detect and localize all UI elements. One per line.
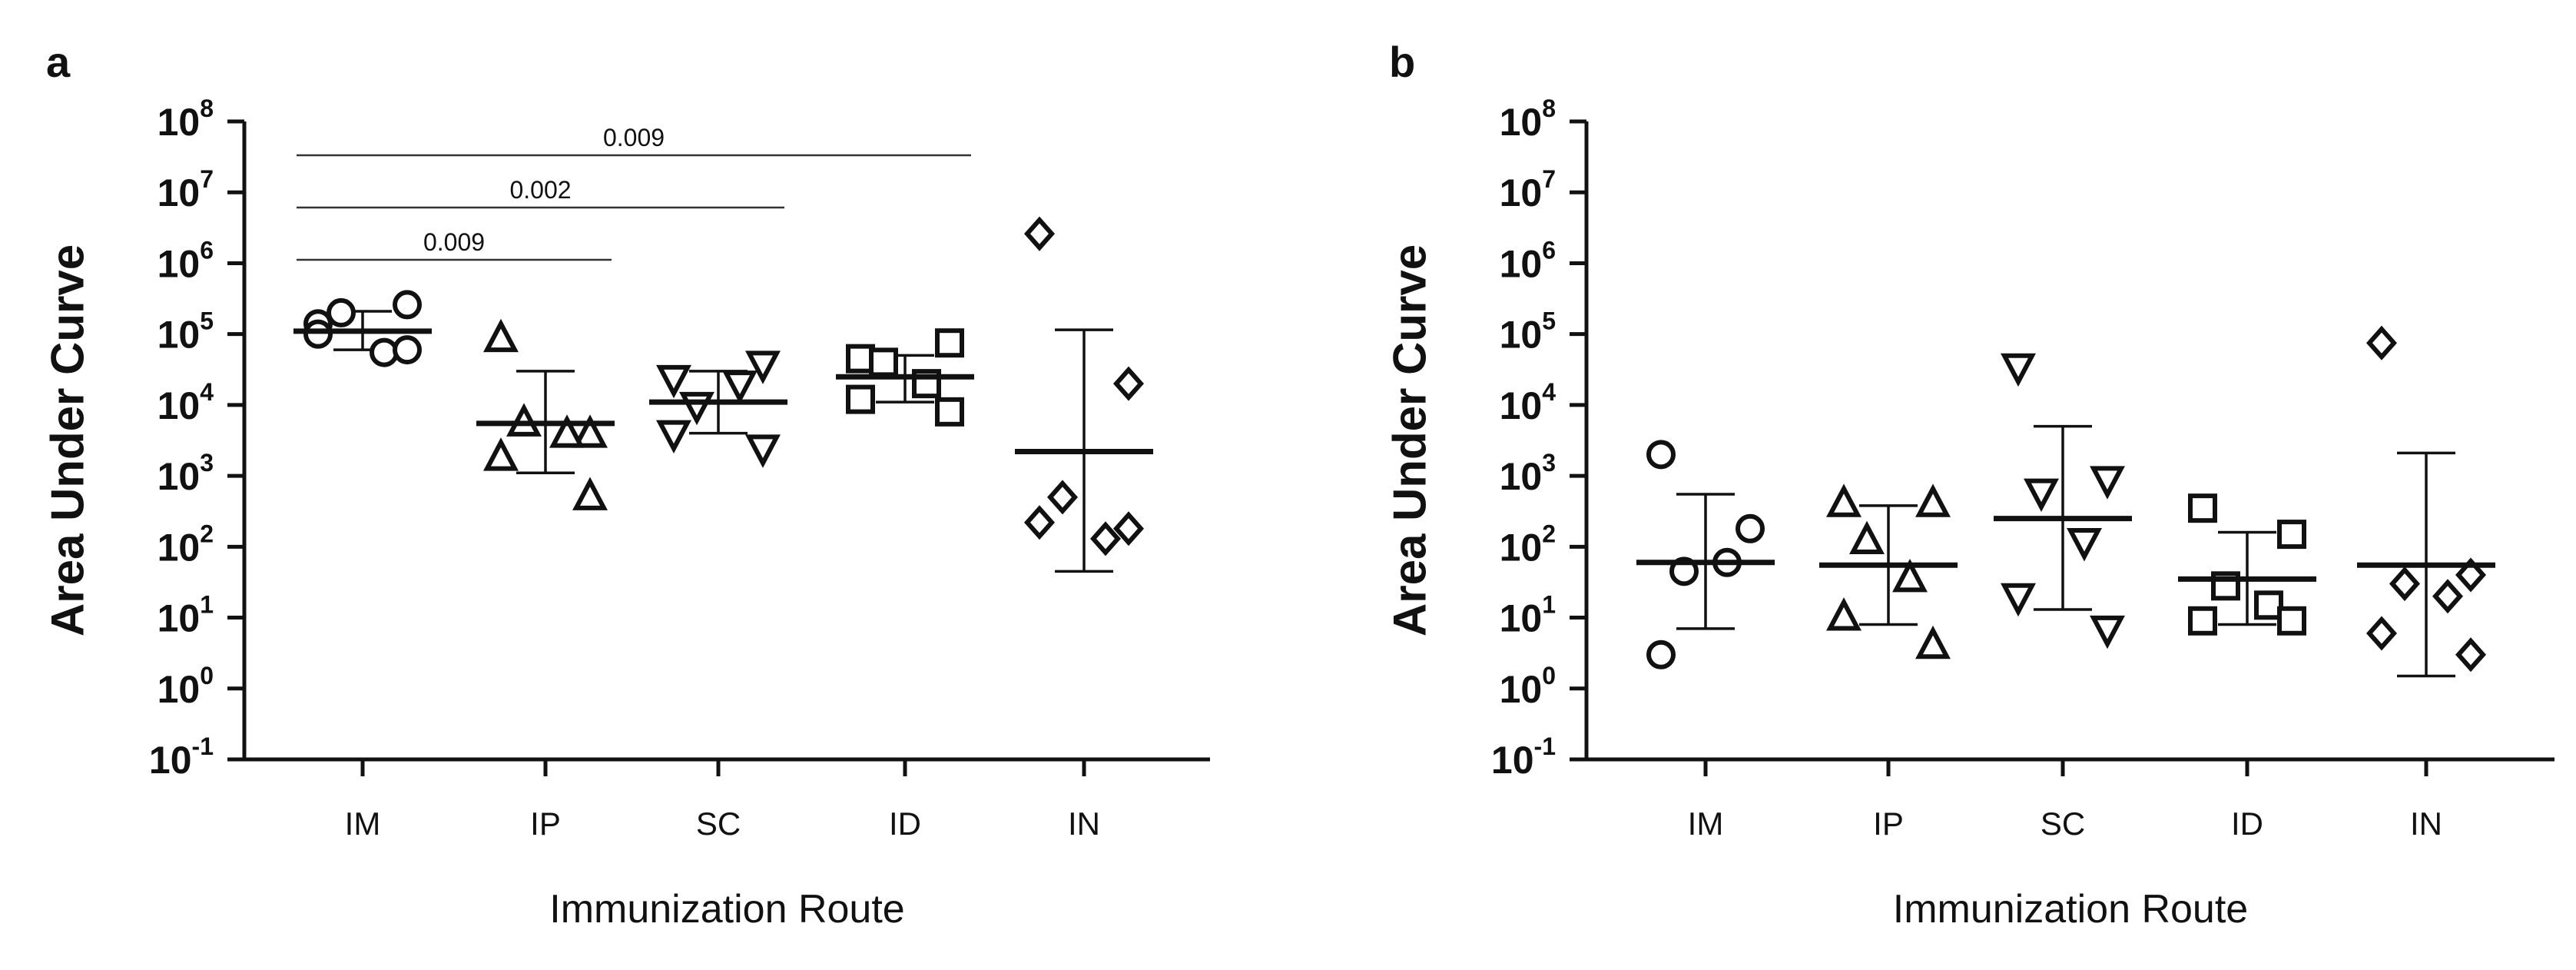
data-point-im bbox=[1646, 440, 1676, 470]
data-point-sc bbox=[2001, 353, 2036, 387]
x-tick-label-in: IN bbox=[2410, 806, 2442, 842]
data-point-im bbox=[393, 335, 422, 365]
x-axis-label: Immunization Route bbox=[1893, 887, 2248, 932]
data-point-ip bbox=[483, 318, 519, 353]
y-axis-label: Area Under Curve bbox=[42, 244, 94, 636]
data-point-ip bbox=[549, 414, 585, 448]
data-point-im bbox=[370, 337, 399, 367]
data-point-sc bbox=[2001, 583, 2036, 617]
p-value-label: 0.009 bbox=[423, 228, 485, 256]
data-point-id bbox=[935, 397, 964, 427]
y-tick-label: 105 bbox=[1500, 307, 1556, 357]
x-tick-label-id: ID bbox=[2231, 806, 2263, 842]
y-tick-label: 108 bbox=[1500, 95, 1556, 144]
x-tick-label-ip: IP bbox=[1873, 806, 1904, 842]
y-tick-label: 10-1 bbox=[149, 732, 214, 782]
y-tick-label: 103 bbox=[1500, 449, 1556, 498]
x-tick-label-in: IN bbox=[1068, 806, 1100, 842]
data-point-id bbox=[869, 347, 898, 377]
data-point-in bbox=[2455, 557, 2487, 593]
data-point-im bbox=[393, 290, 422, 320]
data-point-ip bbox=[1915, 625, 1951, 659]
data-point-in bbox=[2365, 616, 2398, 651]
data-point-id bbox=[2277, 606, 2306, 636]
y-axis-label: Area Under Curve bbox=[1384, 244, 1436, 636]
panel-b: b Area Under Curve Immunization Route 108 10… bbox=[1384, 38, 2554, 932]
data-point-sc bbox=[2024, 478, 2059, 512]
data-point-in bbox=[1089, 521, 1122, 556]
y-tick-label: 106 bbox=[157, 236, 214, 285]
y-tick-label: 101 bbox=[1500, 591, 1556, 640]
y-tick-label: 102 bbox=[1500, 520, 1556, 569]
x-tick-label-sc: SC bbox=[2041, 806, 2085, 842]
data-point-sc bbox=[722, 370, 758, 404]
data-point-ip bbox=[1849, 520, 1885, 555]
data-point-ip bbox=[1915, 483, 1951, 517]
data-point-in bbox=[1112, 511, 1145, 546]
data-point-id bbox=[2188, 606, 2217, 636]
y-tick-label: 101 bbox=[157, 591, 214, 640]
data-point-in bbox=[1023, 216, 1056, 251]
y-tick-label: 107 bbox=[1500, 165, 1556, 214]
x-tick-label-im: IM bbox=[1688, 806, 1724, 842]
data-point-id bbox=[2277, 520, 2306, 550]
p-value-label: 0.009 bbox=[603, 124, 665, 151]
data-point-sc bbox=[2090, 466, 2125, 500]
data-point-in bbox=[2365, 325, 2398, 360]
data-point-in bbox=[1112, 366, 1145, 401]
data-point-in bbox=[1023, 505, 1056, 540]
data-point-id bbox=[2254, 590, 2283, 620]
data-point-in bbox=[2455, 637, 2487, 673]
x-tick-label-ip: IP bbox=[530, 806, 561, 842]
data-point-sc bbox=[745, 434, 781, 468]
data-point-id bbox=[935, 328, 964, 358]
data-point-im bbox=[303, 319, 333, 349]
data-point-im bbox=[327, 297, 356, 327]
data-point-ip bbox=[483, 437, 519, 471]
data-point-sc bbox=[2090, 615, 2125, 649]
panel-a: a Area Under Curve Immunization Route 108 10… bbox=[42, 38, 1210, 932]
data-point-ip bbox=[572, 414, 608, 448]
data-point-sc bbox=[656, 364, 691, 399]
y-tick-label: 107 bbox=[157, 165, 214, 214]
data-point-sc bbox=[679, 391, 714, 426]
y-tick-label: 103 bbox=[157, 449, 214, 498]
panel-letter: a bbox=[46, 38, 71, 86]
data-point-ip bbox=[1826, 597, 1862, 631]
y-tick-label: 108 bbox=[157, 95, 214, 144]
data-point-im bbox=[1646, 639, 1676, 669]
data-point-ip bbox=[572, 477, 608, 510]
y-tick-label: 102 bbox=[157, 520, 214, 569]
y-tick-label: 104 bbox=[157, 378, 214, 427]
data-point-im bbox=[1736, 513, 1765, 543]
x-axis-label: Immunization Route bbox=[549, 887, 904, 932]
data-point-sc bbox=[745, 350, 781, 384]
y-tick-label: 100 bbox=[157, 662, 214, 711]
y-tick-label: 104 bbox=[1500, 378, 1557, 427]
y-tick-label: 10-1 bbox=[1491, 732, 1556, 782]
data-point-sc bbox=[2067, 528, 2102, 562]
y-tick-label: 100 bbox=[1500, 662, 1556, 711]
data-point-id bbox=[2188, 493, 2217, 523]
data-point-ip bbox=[1826, 483, 1862, 517]
x-tick-label-sc: SC bbox=[696, 806, 741, 842]
data-point-sc bbox=[656, 420, 691, 453]
x-tick-label-id: ID bbox=[889, 806, 921, 842]
data-point-in bbox=[2432, 579, 2464, 614]
data-point-im bbox=[1669, 556, 1699, 586]
data-point-id bbox=[846, 384, 875, 414]
x-tick-label-im: IM bbox=[345, 806, 381, 842]
data-point-in bbox=[1046, 480, 1079, 515]
y-tick-label: 106 bbox=[1500, 236, 1556, 285]
data-point-ip bbox=[1892, 558, 1928, 593]
data-point-in bbox=[2389, 566, 2421, 602]
p-value-label: 0.002 bbox=[509, 176, 571, 204]
y-tick-label: 105 bbox=[157, 307, 214, 357]
panel-letter: b bbox=[1389, 38, 1415, 86]
